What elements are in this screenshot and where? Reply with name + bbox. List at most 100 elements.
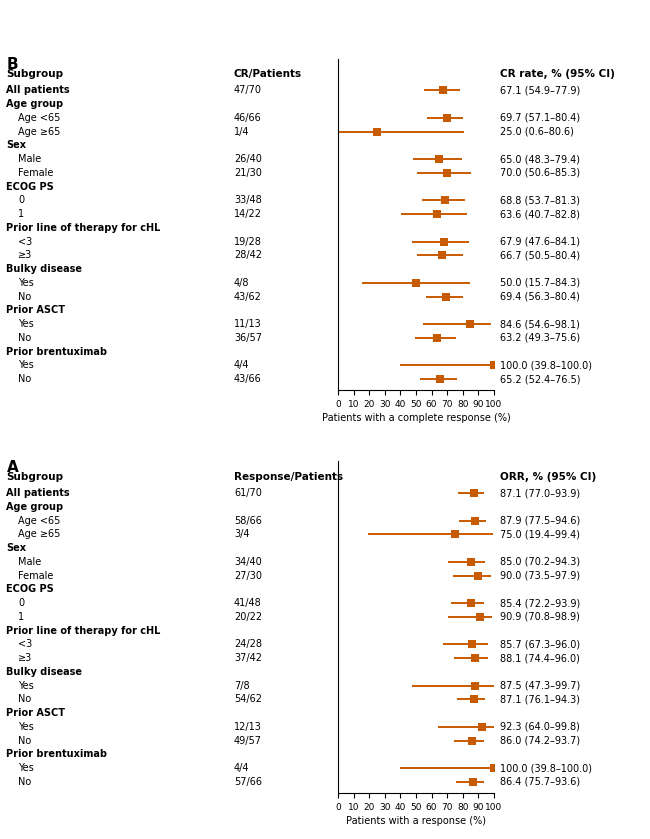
Text: 69.7 (57.1–80.4): 69.7 (57.1–80.4) bbox=[500, 113, 580, 122]
Text: 100.0 (39.8–100.0): 100.0 (39.8–100.0) bbox=[500, 763, 593, 773]
Text: Age <65: Age <65 bbox=[18, 113, 60, 122]
Text: B: B bbox=[6, 57, 18, 72]
Text: 41/48: 41/48 bbox=[234, 598, 262, 608]
Text: 20/22: 20/22 bbox=[234, 612, 262, 622]
Text: 87.1 (76.1–94.3): 87.1 (76.1–94.3) bbox=[500, 695, 580, 705]
Text: Yes: Yes bbox=[18, 722, 34, 732]
Text: No: No bbox=[18, 374, 31, 384]
Text: 4/8: 4/8 bbox=[234, 278, 250, 288]
Text: Prior brentuximab: Prior brentuximab bbox=[6, 749, 107, 759]
Text: 34/40: 34/40 bbox=[234, 557, 262, 567]
Text: Bulky disease: Bulky disease bbox=[6, 667, 83, 677]
Text: 11/13: 11/13 bbox=[234, 319, 262, 329]
Text: 65.0 (48.3–79.4): 65.0 (48.3–79.4) bbox=[500, 154, 580, 164]
Text: Prior line of therapy for cHL: Prior line of therapy for cHL bbox=[6, 223, 161, 233]
Text: 0: 0 bbox=[18, 598, 24, 608]
Text: ≥3: ≥3 bbox=[18, 653, 32, 663]
Text: 7/8: 7/8 bbox=[234, 680, 250, 690]
Text: CR/Patients: CR/Patients bbox=[234, 69, 302, 79]
Text: 50.0 (15.7–84.3): 50.0 (15.7–84.3) bbox=[500, 278, 580, 288]
Text: No: No bbox=[18, 333, 31, 343]
Text: 70.0 (50.6–85.3): 70.0 (50.6–85.3) bbox=[500, 168, 580, 178]
X-axis label: Patients with a complete response (%): Patients with a complete response (%) bbox=[322, 413, 510, 423]
Text: 75.0 (19.4–99.4): 75.0 (19.4–99.4) bbox=[500, 529, 580, 539]
Text: 12/13: 12/13 bbox=[234, 722, 262, 732]
Text: <3: <3 bbox=[18, 639, 32, 649]
Text: No: No bbox=[18, 736, 31, 746]
Text: 14/22: 14/22 bbox=[234, 209, 262, 219]
Text: 0: 0 bbox=[18, 195, 24, 206]
Text: A: A bbox=[6, 460, 18, 475]
Text: 47/70: 47/70 bbox=[234, 86, 262, 96]
Text: Response/Patients: Response/Patients bbox=[234, 472, 343, 482]
Text: No: No bbox=[18, 777, 31, 787]
Text: Bulky disease: Bulky disease bbox=[6, 264, 83, 274]
Text: No: No bbox=[18, 292, 31, 302]
Text: 66.7 (50.5–80.4): 66.7 (50.5–80.4) bbox=[500, 250, 580, 260]
Text: 67.9 (47.6–84.1): 67.9 (47.6–84.1) bbox=[500, 237, 580, 247]
Text: Yes: Yes bbox=[18, 763, 34, 773]
Text: 49/57: 49/57 bbox=[234, 736, 262, 746]
Text: 85.0 (70.2–94.3): 85.0 (70.2–94.3) bbox=[500, 557, 580, 567]
Text: 100.0 (39.8–100.0): 100.0 (39.8–100.0) bbox=[500, 361, 593, 370]
Text: Age <65: Age <65 bbox=[18, 516, 60, 525]
Text: Age group: Age group bbox=[6, 502, 64, 512]
Text: 87.5 (47.3–99.7): 87.5 (47.3–99.7) bbox=[500, 680, 580, 690]
Text: Yes: Yes bbox=[18, 278, 34, 288]
Text: 61/70: 61/70 bbox=[234, 488, 262, 498]
Text: 87.9 (77.5–94.6): 87.9 (77.5–94.6) bbox=[500, 516, 580, 525]
Text: 88.1 (74.4–96.0): 88.1 (74.4–96.0) bbox=[500, 653, 580, 663]
Text: 58/66: 58/66 bbox=[234, 516, 262, 525]
Text: ORR, % (95% CI): ORR, % (95% CI) bbox=[500, 472, 597, 482]
Text: 36/57: 36/57 bbox=[234, 333, 262, 343]
Text: 87.1 (77.0–93.9): 87.1 (77.0–93.9) bbox=[500, 488, 580, 498]
Text: 92.3 (64.0–99.8): 92.3 (64.0–99.8) bbox=[500, 722, 580, 732]
Text: Yes: Yes bbox=[18, 319, 34, 329]
Text: 90.9 (70.8–98.9): 90.9 (70.8–98.9) bbox=[500, 612, 580, 622]
Text: 90.0 (73.5–97.9): 90.0 (73.5–97.9) bbox=[500, 571, 580, 581]
Text: Yes: Yes bbox=[18, 680, 34, 690]
Text: 65.2 (52.4–76.5): 65.2 (52.4–76.5) bbox=[500, 374, 581, 384]
Text: ≥3: ≥3 bbox=[18, 250, 32, 260]
Text: Prior brentuximab: Prior brentuximab bbox=[6, 347, 107, 357]
Text: 86.0 (74.2–93.7): 86.0 (74.2–93.7) bbox=[500, 736, 580, 746]
Text: 86.4 (75.7–93.6): 86.4 (75.7–93.6) bbox=[500, 777, 580, 787]
Text: 68.8 (53.7–81.3): 68.8 (53.7–81.3) bbox=[500, 195, 580, 206]
Text: 1: 1 bbox=[18, 209, 24, 219]
Text: 63.6 (40.7–82.8): 63.6 (40.7–82.8) bbox=[500, 209, 580, 219]
Text: Male: Male bbox=[18, 557, 42, 567]
Text: 1/4: 1/4 bbox=[234, 127, 250, 137]
Text: Age group: Age group bbox=[6, 99, 64, 109]
Text: All patients: All patients bbox=[6, 488, 70, 498]
Text: Yes: Yes bbox=[18, 361, 34, 370]
Text: 1: 1 bbox=[18, 612, 24, 622]
Text: 25.0 (0.6–80.6): 25.0 (0.6–80.6) bbox=[500, 127, 575, 137]
Text: 69.4 (56.3–80.4): 69.4 (56.3–80.4) bbox=[500, 292, 580, 302]
Text: 57/66: 57/66 bbox=[234, 777, 262, 787]
Text: Female: Female bbox=[18, 571, 53, 581]
Text: 19/28: 19/28 bbox=[234, 237, 262, 247]
Text: <3: <3 bbox=[18, 237, 32, 247]
Text: No: No bbox=[18, 695, 31, 705]
Text: 43/66: 43/66 bbox=[234, 374, 262, 384]
Text: 3/4: 3/4 bbox=[234, 529, 250, 539]
Text: 21/30: 21/30 bbox=[234, 168, 262, 178]
Text: Sex: Sex bbox=[6, 543, 27, 553]
Text: Prior line of therapy for cHL: Prior line of therapy for cHL bbox=[6, 626, 161, 636]
Text: Age ≥65: Age ≥65 bbox=[18, 529, 60, 539]
Text: 85.4 (72.2–93.9): 85.4 (72.2–93.9) bbox=[500, 598, 580, 608]
Text: Female: Female bbox=[18, 168, 53, 178]
Text: All patients: All patients bbox=[6, 86, 70, 96]
X-axis label: Patients with a response (%): Patients with a response (%) bbox=[346, 816, 486, 826]
Text: 63.2 (49.3–75.6): 63.2 (49.3–75.6) bbox=[500, 333, 580, 343]
Text: 85.7 (67.3–96.0): 85.7 (67.3–96.0) bbox=[500, 639, 580, 649]
Text: Sex: Sex bbox=[6, 140, 27, 150]
Text: Subgroup: Subgroup bbox=[6, 472, 64, 482]
Text: Age ≥65: Age ≥65 bbox=[18, 127, 60, 137]
Text: Prior ASCT: Prior ASCT bbox=[6, 708, 66, 718]
Text: 46/66: 46/66 bbox=[234, 113, 262, 122]
Text: 4/4: 4/4 bbox=[234, 763, 250, 773]
Text: Subgroup: Subgroup bbox=[6, 69, 64, 79]
Text: CR rate, % (95% CI): CR rate, % (95% CI) bbox=[500, 69, 616, 79]
Text: 4/4: 4/4 bbox=[234, 361, 250, 370]
